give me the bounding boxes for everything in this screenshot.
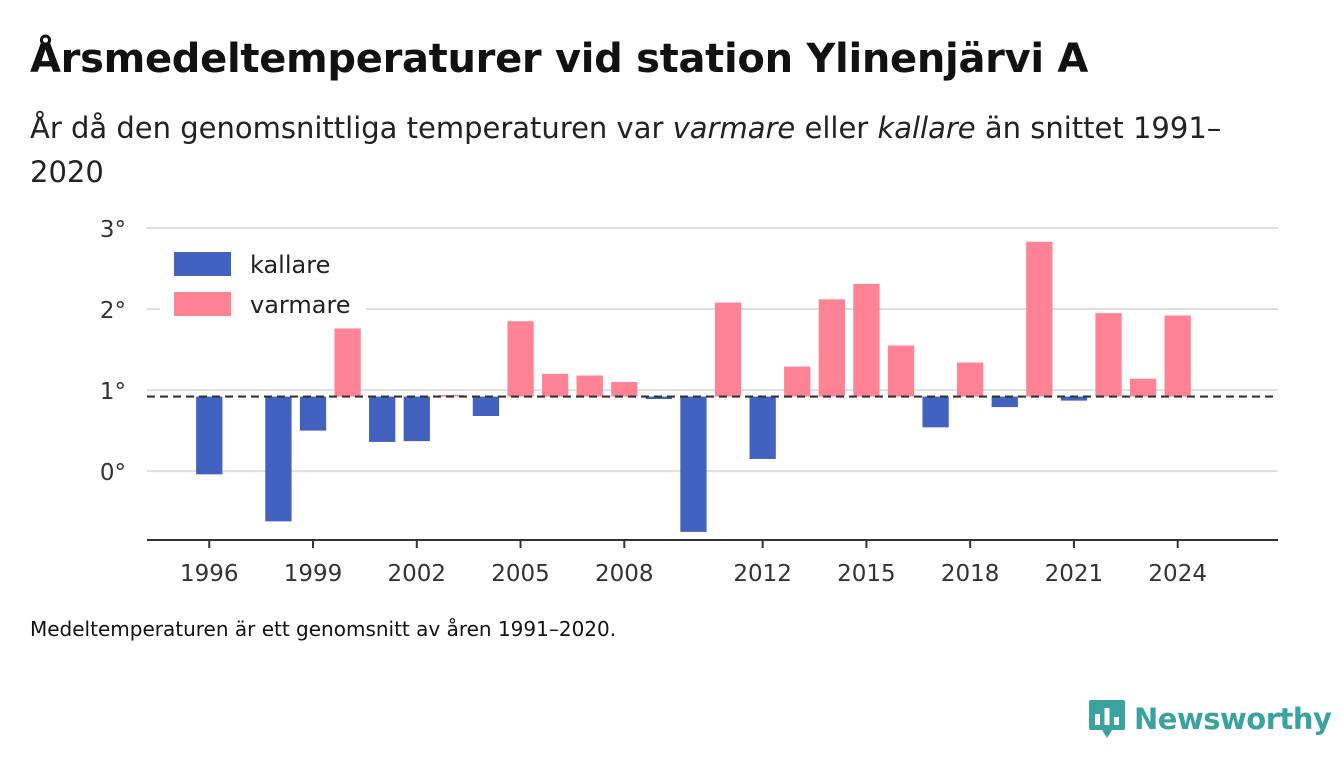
bar-2008 [611, 381, 638, 397]
x-tick-label: 2005 [491, 561, 550, 587]
bar-2010 [680, 396, 707, 532]
bar-2016 [887, 345, 915, 397]
brand-name: Newsworthy [1134, 702, 1332, 736]
x-tick-label: 2008 [595, 561, 654, 587]
y-tick-label: 2° [100, 298, 126, 324]
chart-subtitle: År då den genomsnittliga temperaturen va… [30, 106, 1270, 194]
subtitle-middle: eller [795, 111, 878, 145]
x-tick-label: 2012 [733, 561, 792, 587]
newsworthy-logo-icon [1089, 700, 1125, 738]
y-tick-label: 1° [100, 379, 126, 405]
legend-label-varmare: varmare [250, 291, 351, 319]
bar-2005 [507, 321, 534, 397]
x-tick-label: 2015 [837, 561, 896, 587]
bar-2004 [472, 396, 500, 417]
subtitle-before: År då den genomsnittliga temperaturen va… [30, 111, 673, 145]
y-tick-label: 3° [100, 217, 126, 243]
x-tick-label: 1996 [180, 561, 239, 587]
brand-logo[interactable]: Newsworthy [1088, 698, 1332, 740]
legend: kallare varmare [160, 243, 366, 321]
bar-2024 [1164, 315, 1191, 397]
bar-2021 [1060, 396, 1088, 401]
x-tick-label: 2021 [1045, 561, 1104, 587]
bar-2002 [403, 396, 430, 442]
bar-2009 [645, 396, 673, 399]
bar-2013 [784, 366, 811, 397]
footnote: Medeltemperaturen är ett genomsnitt av å… [30, 617, 617, 641]
bar-2006 [541, 373, 569, 397]
legend-swatch-kallare [174, 252, 231, 276]
bar-2022 [1095, 313, 1122, 397]
y-tick-label: 0° [100, 460, 126, 486]
bar-2023 [1129, 378, 1157, 397]
bar-1999 [299, 396, 327, 431]
x-tick-label: 2018 [941, 561, 1000, 587]
bar-1998 [265, 396, 292, 522]
bar-2000 [334, 328, 361, 397]
bar-2012 [749, 396, 776, 459]
x-tick-label: 2002 [388, 561, 447, 587]
bar-2014 [818, 299, 845, 397]
bar-2001 [369, 396, 396, 442]
subtitle-warm-word: varmare [672, 111, 796, 145]
bars [196, 241, 1191, 532]
axes: 0° 1° 2° 3° 1996 1999 2002 2005 2008 2012 2015 2018… [100, 217, 1278, 587]
bar-2017 [922, 396, 949, 428]
bar-2019 [991, 396, 1018, 408]
chart-title: Årsmedeltemperaturer vid station Ylinenj… [30, 36, 1089, 82]
subtitle-after: än snittet 1991–2020 [30, 111, 1222, 189]
bar-2018 [957, 362, 984, 397]
legend-swatch-varmare [174, 292, 231, 316]
subtitle-cold-word: kallare [877, 111, 976, 145]
bar-2011 [714, 302, 742, 397]
x-tick-label: 2024 [1148, 561, 1207, 587]
bar-2020 [1026, 241, 1053, 397]
x-tick-label: 1999 [284, 561, 343, 587]
bar-2015 [853, 283, 880, 397]
bar-2007 [576, 375, 603, 397]
legend-label-kallare: kallare [250, 251, 330, 279]
bar-1996 [196, 396, 223, 475]
